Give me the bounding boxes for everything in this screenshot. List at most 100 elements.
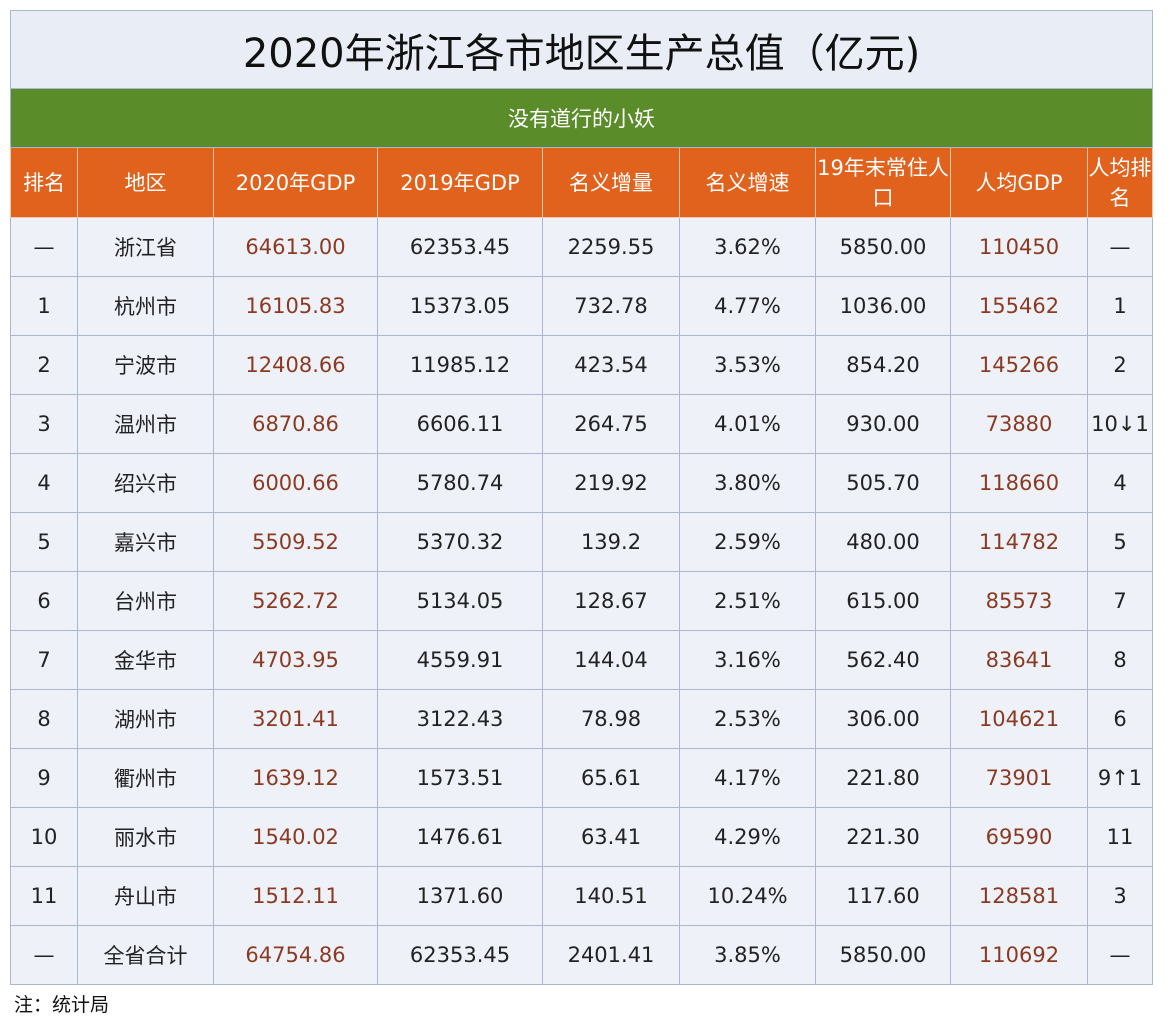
cell: 145266 <box>950 335 1088 395</box>
data-row: — 浙江省 64613.00 62353.45 2259.55 3.62% 5850.00 1… <box>10 217 1154 277</box>
cell: 2.53% <box>679 689 816 749</box>
cell: 4.01% <box>679 394 816 454</box>
cell: 562.40 <box>815 630 951 690</box>
cell: 423.54 <box>542 335 680 395</box>
cell: 83641 <box>950 630 1088 690</box>
cell: 舟山市 <box>77 866 214 926</box>
cell: 3.62% <box>679 217 816 277</box>
cell: 2.51% <box>679 571 816 631</box>
cell: 65.61 <box>542 748 680 808</box>
cell: 4.29% <box>679 807 816 867</box>
cell: — <box>1086 217 1154 277</box>
cell: 2259.55 <box>542 217 680 277</box>
cell: 10↓1 <box>1086 394 1154 454</box>
cell: 4 <box>10 453 78 513</box>
cell: 3 <box>10 394 78 454</box>
cell: 10.24% <box>679 866 816 926</box>
cell: 221.80 <box>815 748 951 808</box>
cell: 104621 <box>950 689 1088 749</box>
cell: 144.04 <box>542 630 680 690</box>
cell: 12408.66 <box>213 335 378 395</box>
cell: 15373.05 <box>377 276 543 336</box>
column-header: 2020年GDP <box>213 147 378 218</box>
cell: — <box>10 925 78 985</box>
cell: 4.77% <box>679 276 816 336</box>
footnote: 注：统计局 <box>14 994 110 1016</box>
cell: 衢州市 <box>77 748 214 808</box>
cell: 930.00 <box>815 394 951 454</box>
data-row: 10 丽水市 1540.02 1476.61 63.41 4.29% 221.30 69590… <box>10 807 1154 867</box>
cell: 全省合计 <box>77 925 214 985</box>
column-header: 19年末常住人口 <box>815 147 951 218</box>
cell: 湖州市 <box>77 689 214 749</box>
cell: 5134.05 <box>377 571 543 631</box>
cell: 2401.41 <box>542 925 680 985</box>
data-row: 7 金华市 4703.95 4559.91 144.04 3.16% 562.40 83641… <box>10 630 1154 690</box>
cell: 110450 <box>950 217 1088 277</box>
cell: 金华市 <box>77 630 214 690</box>
cell: 5 <box>10 512 78 572</box>
cell: 221.30 <box>815 807 951 867</box>
cell: 1573.51 <box>377 748 543 808</box>
cell: 11 <box>10 866 78 926</box>
cell: 63.41 <box>542 807 680 867</box>
cell: 505.70 <box>815 453 951 513</box>
data-row: 9 衢州市 1639.12 1573.51 65.61 4.17% 221.80 73901 9… <box>10 748 1154 808</box>
cell: 118660 <box>950 453 1088 513</box>
cell: 4703.95 <box>213 630 378 690</box>
cell: 110692 <box>950 925 1088 985</box>
title: 2020年浙江各市地区生产总值（亿元) <box>9 10 1154 89</box>
cell: 140.51 <box>542 866 680 926</box>
cell: 5850.00 <box>815 925 951 985</box>
header-row: 排名 地区 2020年GDP 2019年GDP 名义增量 名义增速 19年末常住人口 人均GD… <box>10 147 1154 218</box>
cell: 1036.00 <box>815 276 951 336</box>
data-row: 3 温州市 6870.86 6606.11 264.75 4.01% 930.00 73880… <box>10 394 1154 454</box>
cell: 宁波市 <box>77 335 214 395</box>
cell: 8 <box>10 689 78 749</box>
cell: 854.20 <box>815 335 951 395</box>
cell: 264.75 <box>542 394 680 454</box>
data-row: 8 湖州市 3201.41 3122.43 78.98 2.53% 306.00 104621… <box>10 689 1154 749</box>
cell: 绍兴市 <box>77 453 214 513</box>
column-header: 地区 <box>77 147 214 218</box>
data-row: 4 绍兴市 6000.66 5780.74 219.92 3.80% 505.70 11866… <box>10 453 1154 513</box>
cell: 杭州市 <box>77 276 214 336</box>
cell: 6870.86 <box>213 394 378 454</box>
cell: 615.00 <box>815 571 951 631</box>
cell: 10 <box>10 807 78 867</box>
cell: 丽水市 <box>77 807 214 867</box>
column-header: 2019年GDP <box>377 147 543 218</box>
cell: 1 <box>1086 276 1154 336</box>
cell: 85573 <box>950 571 1088 631</box>
cell: 3122.43 <box>377 689 543 749</box>
data-row: 11 舟山市 1512.11 1371.60 140.51 10.24% 117.60 128… <box>10 866 1154 926</box>
cell: 64613.00 <box>213 217 378 277</box>
cell: 73880 <box>950 394 1088 454</box>
cell: 73901 <box>950 748 1088 808</box>
cell: 1639.12 <box>213 748 378 808</box>
cell: 155462 <box>950 276 1088 336</box>
cell: 7 <box>10 630 78 690</box>
cell: 5850.00 <box>815 217 951 277</box>
cell: 128581 <box>950 866 1088 926</box>
cell: 7 <box>1086 571 1154 631</box>
cell: 温州市 <box>77 394 214 454</box>
data-row: 6 台州市 5262.72 5134.05 128.67 2.51% 615.00 85573… <box>10 571 1154 631</box>
cell: 78.98 <box>542 689 680 749</box>
cell: — <box>10 217 78 277</box>
cell: 4559.91 <box>377 630 543 690</box>
cell: 3.80% <box>679 453 816 513</box>
cell: 2 <box>10 335 78 395</box>
column-header: 人均排名 <box>1086 147 1154 218</box>
cell: 11985.12 <box>377 335 543 395</box>
cell: 8 <box>1086 630 1154 690</box>
cell: 2.59% <box>679 512 816 572</box>
column-header: 人均GDP <box>950 147 1088 218</box>
cell: 9↑1 <box>1086 748 1154 808</box>
cell: 6000.66 <box>213 453 378 513</box>
cell: 5509.52 <box>213 512 378 572</box>
cell: 306.00 <box>815 689 951 749</box>
cell: 5 <box>1086 512 1154 572</box>
cell: 117.60 <box>815 866 951 926</box>
